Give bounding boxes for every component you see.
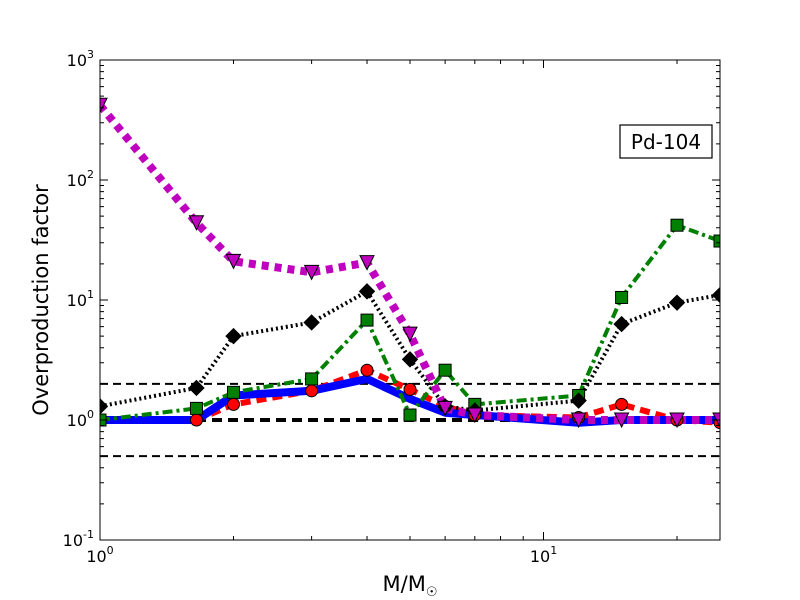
tick-label-exponent: 1 (550, 544, 557, 557)
series-2-point-6 (438, 363, 452, 377)
series-4-point-2 (225, 253, 242, 270)
tick-label-exponent: -1 (83, 528, 94, 541)
series-3-point-5 (401, 351, 419, 368)
tick-label-base: 10 (67, 51, 87, 70)
series-line-3 (100, 289, 720, 413)
series-2-point-5 (403, 408, 417, 422)
series-2-point-2 (227, 385, 241, 399)
series-3-point-1 (188, 379, 205, 397)
x-axis-label: M/M (383, 572, 426, 596)
series-2-point-4 (360, 313, 374, 327)
series-2-point-3 (305, 372, 319, 386)
series-0-point-1 (189, 413, 203, 427)
series-4-point-3 (303, 264, 320, 281)
series-4-point-0 (100, 97, 108, 114)
y-tick-label-1: 100 (67, 408, 94, 430)
tick-label-exponent: 2 (87, 168, 94, 181)
tick-label-exponent: 0 (87, 408, 94, 421)
tick-label-base: 10 (67, 411, 87, 430)
series-4-point-8 (570, 412, 587, 429)
tick-label-base: 10 (67, 291, 87, 310)
series-markers (100, 97, 720, 430)
series-4-point-1 (188, 215, 205, 231)
series-0-point-5 (403, 382, 417, 396)
isotope-label: Pd-104 (631, 130, 701, 154)
series-3-point-0 (100, 398, 109, 415)
series-line-0 (100, 367, 720, 426)
series-4-point-5 (402, 326, 418, 343)
x-axis-title: M/M☉ (383, 572, 438, 600)
tick-label-base: 10 (530, 547, 550, 566)
tick-label-exponent: 1 (87, 288, 94, 301)
plot-area (100, 97, 720, 458)
series-3-point-8 (570, 392, 587, 409)
series-4-point-6 (437, 400, 453, 417)
tick-label-exponent: 0 (107, 544, 114, 557)
series-3-point-2 (225, 327, 242, 345)
isotope-label-box: Pd-104 (619, 124, 713, 159)
x-tick-label-0: 100 (86, 544, 113, 566)
tick-label-base: 10 (67, 171, 87, 190)
series-0-point-9 (615, 397, 629, 411)
y-tick-label-2: 101 (67, 288, 94, 310)
y-tick-label-4: 103 (67, 48, 94, 70)
series-3-point-4 (358, 283, 376, 300)
series-0-point-2 (227, 397, 241, 411)
y-tick-label-0: 10-1 (63, 528, 94, 550)
sun-symbol: ☉ (426, 585, 438, 600)
x-tick-label-1: 101 (530, 544, 557, 566)
series-4-point-10 (669, 412, 685, 429)
series-2-point-9 (615, 290, 629, 304)
y-tick-label-3: 102 (67, 168, 94, 190)
axis-ticks (99, 59, 720, 541)
series-0-point-3 (305, 384, 319, 398)
tick-label-base: 10 (63, 531, 83, 550)
series-2-point-1 (189, 401, 203, 415)
series-2-point-11 (713, 234, 720, 248)
series-0-point-4 (360, 363, 374, 377)
series-3-point-3 (303, 314, 320, 331)
tick-label-exponent: 3 (87, 48, 94, 61)
series-3-point-9 (613, 315, 630, 333)
series-3-point-11 (711, 286, 720, 304)
series-3-point-10 (668, 294, 686, 311)
series-4-point-9 (613, 412, 630, 429)
y-axis-title: Overproduction factor (29, 184, 53, 416)
tick-label-base: 10 (86, 547, 106, 566)
series-4-point-4 (359, 255, 375, 271)
series-4-point-7 (467, 407, 483, 424)
series-2-point-10 (670, 218, 684, 232)
